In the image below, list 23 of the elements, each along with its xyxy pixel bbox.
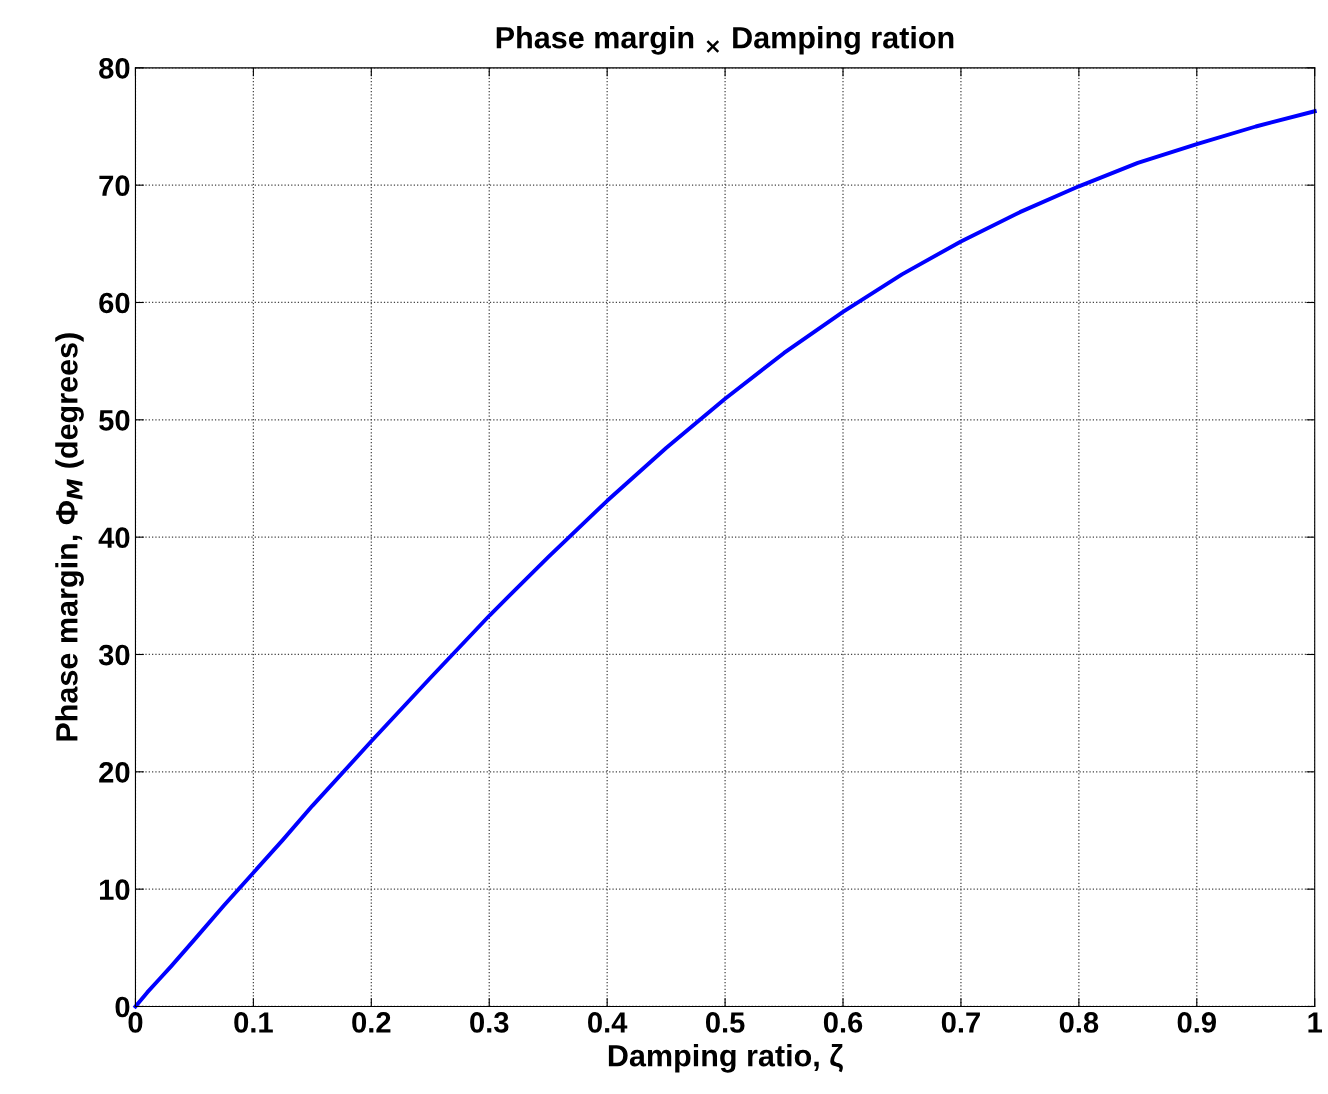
y-tick-label: 60 <box>99 292 130 314</box>
y-axis-title: Phase margin, Φ$_{M}$ (degrees) <box>55 333 84 741</box>
x-tick-label: 0.4 <box>588 1012 628 1033</box>
x-tick-label: 0.8 <box>1059 1012 1099 1033</box>
x-tick-label: 0 <box>128 1012 143 1033</box>
x-tick-label: 0.3 <box>470 1012 509 1033</box>
x-tick-label: 0.1 <box>234 1012 273 1033</box>
y-tick-label: 50 <box>99 410 130 431</box>
x-tick-label: 0.9 <box>1177 1012 1216 1033</box>
y-tick-label: 70 <box>99 175 130 197</box>
chart-title: Phase margin $_{×}$ Damping ration <box>496 26 954 55</box>
y-tick-label: 80 <box>99 58 130 79</box>
x-tick-label: 0.2 <box>352 1012 391 1033</box>
x-tick-label: 0.6 <box>823 1012 863 1033</box>
x-tick-label: 0.7 <box>941 1012 980 1033</box>
y-tick-label: 10 <box>99 879 130 900</box>
x-tick-label: 1 <box>1308 1012 1323 1033</box>
x-axis-title: Damping ratio, ζ <box>608 1044 843 1073</box>
x-tick-label: 0.5 <box>705 1012 745 1033</box>
y-tick-label: 40 <box>98 527 130 549</box>
y-tick-label: 30 <box>98 644 130 666</box>
y-tick-label: 0 <box>115 996 130 1018</box>
y-tick-label: 20 <box>99 762 130 783</box>
